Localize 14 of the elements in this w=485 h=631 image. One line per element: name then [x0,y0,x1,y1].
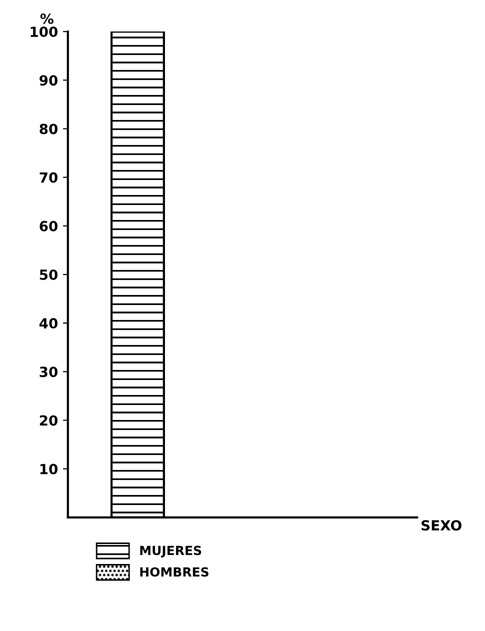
y-tick-label: 90 [40,75,58,86]
y-tick-label: 70 [40,172,58,183]
y-tick-label: 80 [40,124,58,134]
text: HOMBRES [140,567,208,577]
legend-label: MUJERES [140,546,202,558]
y-tick-label: 10 [40,464,58,474]
y-tick-label: 30 [40,366,58,378]
y-tick-label: 20 [40,415,58,426]
x-axis-title: SEXO [422,520,462,531]
y-tick-label: 40 [39,318,58,329]
y-tick-label: 50 [40,269,58,280]
y-tick-label: 60 [40,220,58,232]
y-axis-title: % [40,13,54,24]
y-tick-label: 100 [30,26,58,38]
